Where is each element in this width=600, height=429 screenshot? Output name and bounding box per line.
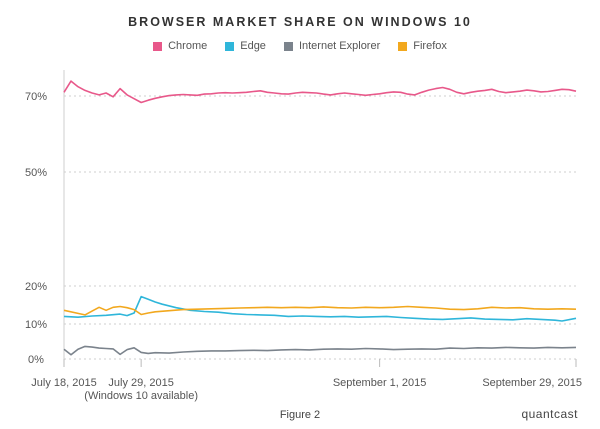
legend-item-firefox: Firefox	[398, 40, 447, 52]
brand-logo-text: quantcast	[521, 407, 578, 421]
legend-item-internet-explorer: Internet Explorer	[283, 40, 381, 52]
series-line-firefox	[63, 305, 577, 316]
y-tick-label: 20%	[25, 281, 47, 293]
legend-label: Edge	[240, 40, 266, 52]
figure-caption: Figure 2	[279, 409, 321, 421]
legend-item-edge: Edge	[225, 40, 266, 52]
legend-swatch	[225, 41, 235, 51]
chart-legend: Chrome Edge Internet Explorer Firefox	[0, 40, 600, 52]
chart-title: BROWSER MARKET SHARE ON WINDOWS 10	[128, 15, 472, 29]
y-tick-label: 50%	[25, 167, 47, 179]
y-tick-label: 0%	[28, 354, 44, 366]
legend-label: Firefox	[413, 40, 447, 52]
series-line-internet-explorer	[63, 345, 577, 356]
legend-label: Chrome	[168, 40, 208, 52]
legend-label: Internet Explorer	[298, 40, 381, 52]
x-tick-sublabel: (Windows 10 available)	[84, 390, 198, 402]
y-tick-label: 70%	[25, 91, 47, 103]
y-tick-label: 10%	[25, 319, 47, 331]
legend-swatch	[398, 41, 408, 51]
x-tick-label: July 29, 2015	[108, 377, 173, 389]
legend-swatch	[153, 41, 163, 51]
x-tick-label: September 1, 2015	[333, 377, 427, 389]
x-tick-label: September 29, 2015	[482, 377, 582, 389]
x-tick-label: July 18, 2015	[31, 377, 96, 389]
series-line-edge	[63, 295, 577, 322]
series-line-chrome	[63, 80, 577, 104]
legend-swatch	[283, 41, 293, 51]
legend-item-chrome: Chrome	[153, 40, 207, 52]
